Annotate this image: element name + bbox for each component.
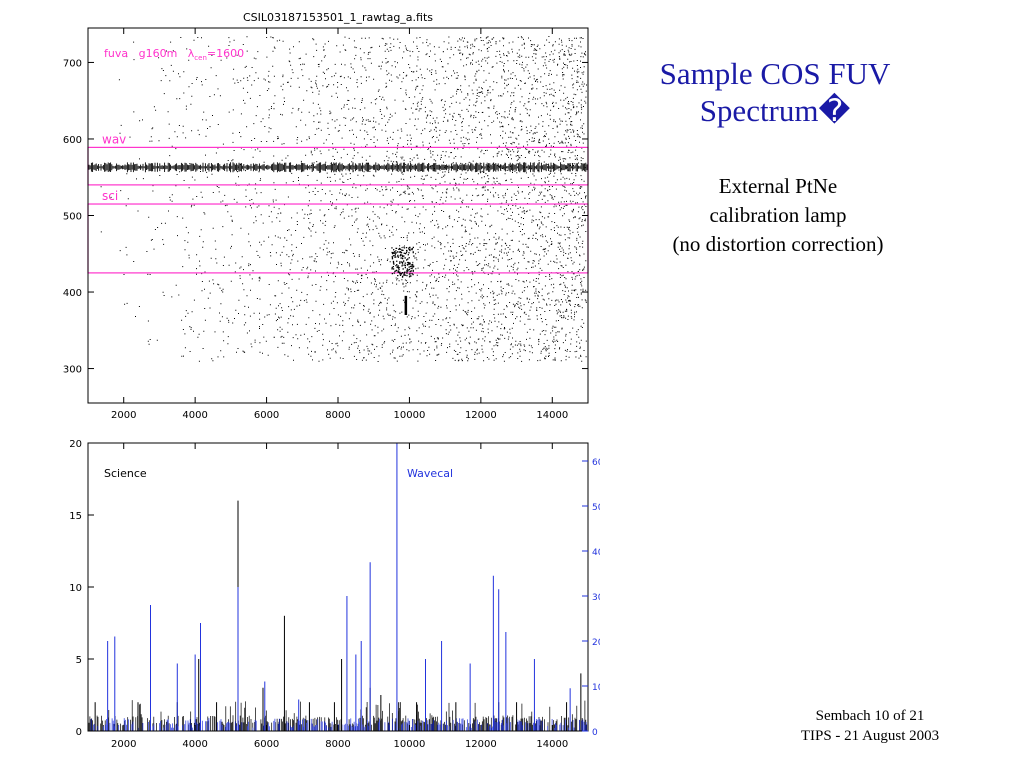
x-tick-label: 2000 [111,410,136,421]
right-y-tick-label: 400 [592,548,600,558]
image-title: CSIL03187153501_1_rawtag_a.fits [243,11,433,24]
subtitle-line2: calibration lamp [709,203,847,227]
x-tick-label: 12000 [465,739,497,750]
right-y-tick-label: 600 [592,458,600,468]
right-y-tick-label: 100 [592,683,600,693]
footer-conference: TIPS - 21 August 2003 [800,728,940,744]
left-y-tick-label: 5 [76,655,82,666]
slide-footer: Sembach 10 of 21 TIPS - 21 August 2003 [760,706,980,746]
x-tick-label: 4000 [182,739,207,750]
footer-page-number: Sembach 10 of 21 [815,708,925,724]
spectrum-x-axis: 2000 4000 6000 8000 10000 12000 14000 [111,443,568,750]
left-y-tick-label: 20 [69,439,82,450]
x-tick-label: 10000 [394,410,426,421]
y-tick-label: 500 [63,212,82,223]
x-tick-label: 14000 [536,410,568,421]
y-tick-label: 700 [63,58,82,69]
spectrum-plot: Science Wavecal 2000 4000 6000 8000 10000 120… [69,439,600,750]
right-y-tick-label: 300 [592,593,600,603]
x-tick-label: 14000 [536,739,568,750]
region-label-sci: sci [102,189,118,203]
x-tick-label: 12000 [465,410,497,421]
left-y-tick-label: 10 [69,583,82,594]
left-y-tick-label: 15 [69,511,82,522]
y-tick-label: 400 [63,288,82,299]
right-y-tick-label: 0 [592,728,598,738]
detector-features [391,246,415,315]
spectrum-plot-frame [87,442,589,732]
slide-title: Sample COS FUV Spectrum� [620,55,930,129]
wavecal-y-axis: 0 100 200 300 400 500 600 [582,458,600,738]
image-annotation: fuva g160m λcen=1600 [104,47,244,62]
wavecal-stripe-lines [88,162,588,173]
left-y-tick-label: 0 [76,727,82,738]
x-tick-label: 6000 [254,410,279,421]
subtitle-line3: (no distortion correction) [672,232,884,256]
plot-image: CSIL03187153501_1_rawtag_a.fits wav sci 2… [63,11,600,750]
image-x-axis: 2000 4000 6000 8000 10000 12000 14000 [111,28,568,421]
image-y-axis: 300 400 500 600 700 [63,58,588,376]
slide-title-line1: Sample COS FUV [659,56,891,91]
science-spot [391,246,415,278]
x-tick-label: 10000 [394,739,426,750]
x-tick-label: 8000 [325,410,350,421]
wavecal-noise [90,718,587,731]
spectrum-peaks [94,443,582,731]
y-tick-label: 300 [63,365,82,376]
x-tick-label: 2000 [111,739,136,750]
wavecal-stripe [88,162,588,173]
slide-subtitle: External PtNe calibration lamp (no disto… [628,172,928,259]
subtitle-line1: External PtNe [718,174,838,198]
right-y-tick-label: 200 [592,638,600,648]
right-y-tick-label: 500 [592,503,600,513]
y-tick-label: 600 [63,135,82,146]
wavecal-noise-lines [90,718,587,731]
detector-image-plot: CSIL03187153501_1_rawtag_a.fits wav sci 2… [63,11,589,421]
science-y-axis: 0 5 10 15 20 [69,439,94,738]
slide-title-line2: Spectrum� [699,93,851,128]
legend-wavecal: Wavecal [407,467,453,480]
x-tick-label: 8000 [325,739,350,750]
legend-science: Science [104,467,147,480]
region-label-wav: wav [102,132,126,146]
x-tick-label: 6000 [254,739,279,750]
event-dots [100,36,587,362]
detector-events [100,36,587,362]
x-tick-label: 4000 [182,410,207,421]
